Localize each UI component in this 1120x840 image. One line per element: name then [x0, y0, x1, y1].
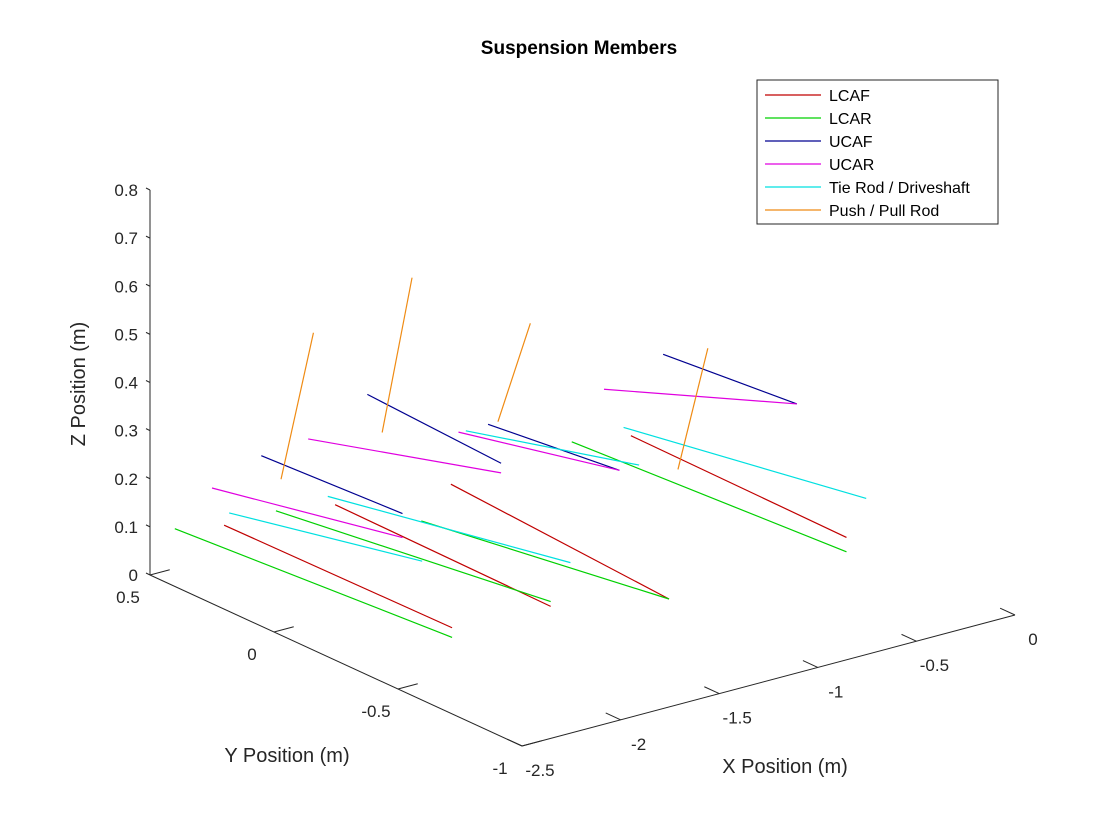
z-tick-label: 0.6 [114, 277, 138, 296]
member-line [662, 353, 798, 405]
y-tick [273, 626, 294, 633]
member-line [677, 348, 709, 470]
member-line [261, 455, 403, 515]
z-tick [145, 331, 151, 335]
member-line [603, 388, 797, 405]
y-tick-label: 0 [247, 645, 256, 664]
series-4 [211, 388, 797, 539]
z-tick-label: 0.7 [114, 229, 138, 248]
member-line [275, 510, 551, 603]
z-tick-label: 0 [129, 566, 138, 585]
legend-entry: LCAR [829, 111, 872, 128]
z-tick-label: 0.8 [114, 181, 138, 200]
z-tick [145, 283, 151, 287]
legend-entry: LCAF [829, 88, 870, 105]
z-tick-label: 0.5 [114, 325, 138, 344]
y-tick-label: 0.5 [116, 588, 140, 607]
member-line [308, 438, 502, 474]
member-line [421, 520, 670, 600]
series-5 [229, 426, 867, 564]
y-axis-line [149, 574, 523, 747]
member-line [458, 431, 620, 471]
z-tick [145, 235, 151, 239]
x-tick-label: -0.5 [920, 656, 949, 675]
member-line [223, 524, 453, 629]
y-tick [149, 569, 170, 576]
series-2 [174, 441, 847, 638]
z-tick [145, 572, 151, 576]
z-tick [145, 428, 151, 432]
x-tick-label: -1 [828, 682, 843, 701]
y-tick-label: -1 [492, 759, 507, 778]
member-line [280, 332, 315, 480]
legend-entry: UCAR [829, 157, 874, 174]
member-line [367, 393, 502, 464]
member-line [571, 441, 847, 553]
x-tick [704, 686, 720, 695]
member-line [229, 512, 423, 562]
tick-marks [145, 187, 1016, 747]
x-axis-line [521, 614, 1016, 747]
tick-labels: -2.5 -2 -1.5 -1 -0.5 0 -1 -0.5 0 0.5 0 0.1 0.2 0.3 0.4… [114, 181, 1037, 780]
x-tick [999, 607, 1016, 616]
plot-area [174, 277, 867, 638]
y-tick [397, 683, 418, 690]
x-tick [802, 660, 819, 668]
member-line [623, 426, 867, 500]
y-tick [521, 740, 542, 747]
y-axis-title: Y Position (m) [224, 745, 349, 767]
x-tick [605, 712, 621, 721]
member-line [465, 430, 640, 466]
member-line [497, 323, 531, 422]
member-line [211, 487, 403, 539]
legend: LCAF LCAR UCAF UCAR Tie Rod / Driveshaft Push… [756, 79, 999, 225]
axes-box [149, 190, 1016, 747]
x-tick-label: -2.5 [525, 761, 554, 780]
legend-entry: UCAF [829, 134, 873, 151]
legend-entry: Tie Rod / Driveshaft [829, 180, 970, 197]
z-tick [145, 476, 151, 480]
series-3 [261, 353, 798, 515]
x-tick-label: -1.5 [723, 709, 752, 728]
series-1 [223, 435, 847, 629]
member-line [381, 277, 413, 433]
x-tick [506, 738, 523, 747]
z-tick-label: 0.1 [114, 518, 138, 537]
member-line [630, 435, 847, 538]
z-tick-label: 0.4 [114, 374, 138, 393]
z-tick-label: 0.3 [114, 422, 138, 441]
z-tick [145, 187, 151, 191]
member-line [327, 495, 571, 564]
z-tick-label: 0.2 [114, 470, 138, 489]
legend-entry: Push / Pull Rod [829, 203, 939, 220]
legend-box [756, 79, 999, 225]
z-tick [145, 380, 151, 383]
x-axis-title: X Position (m) [722, 756, 848, 778]
z-tick [145, 524, 151, 528]
member-line [174, 528, 453, 638]
x-tick-label: 0 [1028, 630, 1037, 649]
y-tick-label: -0.5 [361, 702, 390, 721]
member-line [487, 423, 620, 471]
x-tick [901, 633, 917, 642]
member-line [450, 483, 670, 600]
x-tick-label: -2 [631, 735, 646, 754]
series-6 [280, 277, 709, 480]
chart-title: Suspension Members [481, 38, 677, 59]
z-axis-title: Z Position (m) [68, 322, 90, 446]
